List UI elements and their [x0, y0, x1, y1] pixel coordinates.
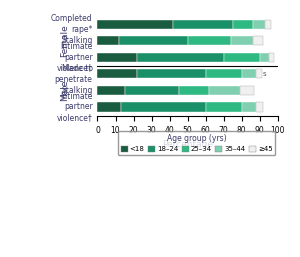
Bar	[206, 102, 242, 112]
Bar	[265, 20, 271, 29]
Bar	[240, 86, 254, 95]
Bar	[178, 86, 209, 95]
Bar	[224, 53, 260, 62]
Bar	[231, 36, 253, 45]
Bar	[242, 69, 256, 78]
Bar	[260, 53, 269, 62]
Bar	[98, 69, 137, 78]
Text: Male: Male	[61, 80, 70, 101]
Bar	[137, 69, 206, 78]
Bar	[209, 86, 240, 95]
Bar	[256, 69, 262, 78]
Bar	[137, 53, 224, 62]
Bar	[121, 102, 206, 112]
Bar	[253, 36, 263, 45]
Bar	[206, 69, 242, 78]
Bar	[98, 36, 119, 45]
Bar	[233, 20, 253, 29]
Bar	[98, 53, 137, 62]
Bar	[124, 86, 178, 95]
Text: s: s	[262, 71, 266, 77]
Bar	[98, 20, 173, 29]
Bar	[98, 86, 124, 95]
Bar	[173, 20, 233, 29]
Bar	[253, 20, 265, 29]
Bar	[269, 53, 274, 62]
Legend: <18, 18–24, 25–34, 35–44, ≥45: <18, 18–24, 25–34, 35–44, ≥45	[118, 131, 275, 155]
Text: Female: Female	[61, 24, 70, 57]
X-axis label: Percentage: Percentage	[162, 140, 213, 149]
Bar	[188, 36, 231, 45]
Bar	[242, 102, 256, 112]
Bar	[256, 102, 263, 112]
Bar	[98, 102, 121, 112]
Bar	[119, 36, 188, 45]
